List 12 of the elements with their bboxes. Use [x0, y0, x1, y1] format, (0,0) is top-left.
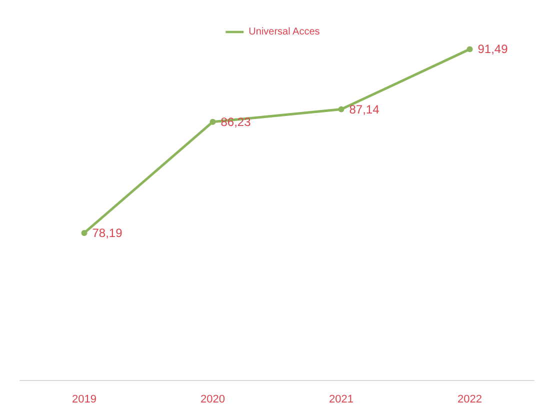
data-label: 87,14 — [349, 102, 380, 116]
legend-label: Universal Acces — [248, 26, 320, 38]
x-tick-label: 2022 — [458, 394, 482, 406]
data-label: 91,49 — [478, 42, 508, 56]
point — [81, 230, 88, 236]
x-tick-label: 2020 — [200, 394, 225, 406]
x-tick-label: 2019 — [72, 394, 96, 406]
data-label: 78,19 — [92, 226, 123, 240]
point — [338, 106, 344, 112]
point — [466, 46, 473, 52]
x-tick-label: 2021 — [329, 394, 354, 406]
point — [210, 118, 216, 125]
